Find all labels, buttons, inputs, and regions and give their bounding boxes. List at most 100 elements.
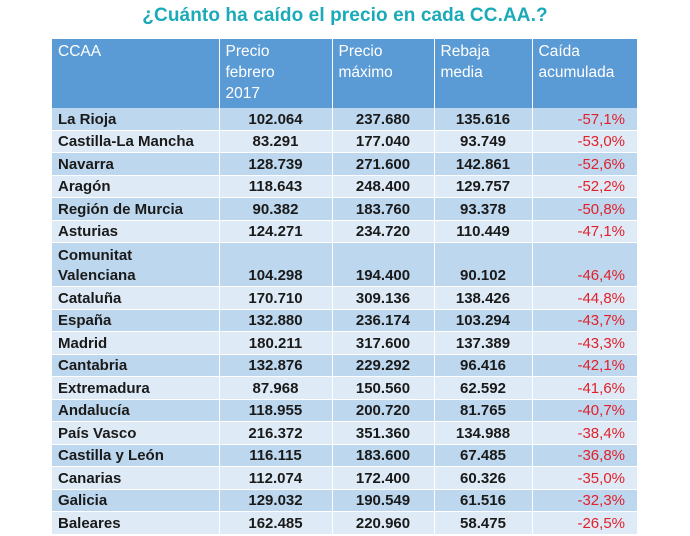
- cell-caida-acumulada: -46,4%: [532, 242, 637, 287]
- header-ccaa-l1: CCAA: [58, 43, 102, 60]
- cell-rebaja-media: 135.616: [434, 108, 533, 131]
- cell-ccaa: Navarra: [52, 152, 220, 176]
- cell-rebaja-media: 110.449: [434, 220, 533, 243]
- cell-caida-acumulada: -57,1%: [532, 108, 637, 131]
- cell-precio-maximo: 317.600: [332, 331, 435, 355]
- cell-precio-maximo: 177.040: [332, 130, 435, 153]
- cell-caida-acumulada: -38,4%: [532, 421, 637, 445]
- cell-ccaa: Asturias: [52, 220, 220, 243]
- cell-ccaa: Castilla-La Mancha: [52, 130, 220, 153]
- cell-caida-acumulada: -26,5%: [532, 511, 637, 535]
- cell-precio-febrero: 83.291: [219, 130, 333, 153]
- cell-rebaja-media: 138.426: [434, 286, 533, 310]
- cell-rebaja-media: 90.102: [434, 242, 533, 287]
- cell-precio-maximo: 194.400: [332, 242, 435, 287]
- cell-caida-acumulada: -36,8%: [532, 444, 637, 467]
- cell-ccaa: Baleares: [52, 511, 220, 535]
- table-row: La Rioja 102.064 237.680 135.616 -57,1%: [52, 108, 637, 131]
- cell-rebaja-media: 103.294: [434, 309, 533, 332]
- cell-caida-acumulada: -41,6%: [532, 376, 637, 400]
- cell-ccaa: Cataluña: [52, 286, 220, 310]
- cell-ccaa: Andalucía: [52, 399, 220, 422]
- cell-caida-acumulada: -47,1%: [532, 220, 637, 243]
- table-row: Asturias 124.271 234.720 110.449 -47,1%: [52, 220, 637, 243]
- table-row: Canarias 112.074 172.400 60.326 -35,0%: [52, 466, 637, 490]
- cell-precio-febrero: 180.211: [219, 331, 333, 355]
- cell-precio-maximo: 183.600: [332, 444, 435, 467]
- header-rebaja-media-l2: media: [440, 64, 483, 81]
- cell-rebaja-media: 137.389: [434, 331, 533, 355]
- header-precio-febrero-l1: Precio: [225, 43, 270, 60]
- table-row: Aragón 118.643 248.400 129.757 -52,2%: [52, 175, 637, 198]
- cell-ccaa: País Vasco: [52, 421, 220, 445]
- cell-precio-febrero: 116.115: [219, 444, 333, 467]
- cell-precio-maximo: 200.720: [332, 399, 435, 422]
- cell-precio-febrero: 162.485: [219, 511, 333, 535]
- cell-caida-acumulada: -42,1%: [532, 354, 637, 377]
- cell-caida-acumulada: -43,7%: [532, 309, 637, 332]
- cell-rebaja-media: 134.988: [434, 421, 533, 445]
- header-caida-acumulada-l2: acumulada: [538, 64, 615, 81]
- header-precio-maximo: Precio máximo: [332, 39, 435, 108]
- cell-ccaa: Extremadura: [52, 376, 220, 400]
- table-row: Castilla y León 116.115 183.600 67.485 -36,8…: [52, 444, 637, 467]
- price-table: CCAA Precio febrero 2017 Precio máximo R…: [52, 39, 637, 535]
- cell-rebaja-media: 62.592: [434, 376, 533, 400]
- cell-precio-febrero: 112.074: [219, 466, 333, 490]
- cell-precio-febrero: 104.298: [219, 242, 333, 287]
- cell-ccaa: España: [52, 309, 220, 332]
- cell-caida-acumulada: -52,2%: [532, 175, 637, 198]
- cell-ccaa: Cantabria: [52, 354, 220, 377]
- header-caida-acumulada-l1: Caída: [538, 43, 580, 60]
- header-precio-febrero-l3: 2017: [225, 85, 260, 102]
- cell-precio-febrero: 118.643: [219, 175, 333, 198]
- table-row: Madrid 180.211 317.600 137.389 -43,3%: [52, 331, 637, 355]
- cell-caida-acumulada: -50,8%: [532, 197, 637, 221]
- cell-precio-febrero: 102.064: [219, 108, 333, 131]
- table-row: Andalucía 118.955 200.720 81.765 -40,7%: [52, 399, 637, 422]
- cell-precio-maximo: 236.174: [332, 309, 435, 332]
- cell-rebaja-media: 96.416: [434, 354, 533, 377]
- cell-ccaa: Comunitat Valenciana: [52, 242, 220, 287]
- table-row: Cataluña 170.710 309.136 138.426 -44,8%: [52, 286, 637, 310]
- cell-precio-febrero: 132.880: [219, 309, 333, 332]
- header-rebaja-media: Rebaja media: [434, 39, 533, 108]
- cell-precio-maximo: 183.760: [332, 197, 435, 221]
- cell-precio-febrero: 87.968: [219, 376, 333, 400]
- cell-rebaja-media: 61.516: [434, 489, 533, 512]
- cell-caida-acumulada: -43,3%: [532, 331, 637, 355]
- cell-rebaja-media: 129.757: [434, 175, 533, 198]
- cell-precio-maximo: 229.292: [332, 354, 435, 377]
- cell-caida-acumulada: -40,7%: [532, 399, 637, 422]
- table-row: Baleares 162.485 220.960 58.475 -26,5%: [52, 511, 637, 535]
- cell-ccaa: Región de Murcia: [52, 197, 220, 221]
- cell-precio-febrero: 124.271: [219, 220, 333, 243]
- table-row: Cantabria 132.876 229.292 96.416 -42,1%: [52, 354, 637, 377]
- cell-ccaa: La Rioja: [52, 108, 220, 131]
- table-row: Galicia 129.032 190.549 61.516 -32,3%: [52, 489, 637, 512]
- cell-rebaja-media: 58.475: [434, 511, 533, 535]
- cell-precio-maximo: 248.400: [332, 175, 435, 198]
- cell-rebaja-media: 81.765: [434, 399, 533, 422]
- table-row: España 132.880 236.174 103.294 -43,7%: [52, 309, 637, 332]
- cell-precio-maximo: 271.600: [332, 152, 435, 176]
- cell-ccaa: Galicia: [52, 489, 220, 512]
- table-row: Comunitat Valenciana 104.298 194.400 90.102…: [52, 242, 637, 287]
- cell-caida-acumulada: -35,0%: [532, 466, 637, 490]
- table-row: Región de Murcia 90.382 183.760 93.378 -50,8…: [52, 197, 637, 221]
- cell-precio-febrero: 170.710: [219, 286, 333, 310]
- cell-rebaja-media: 93.378: [434, 197, 533, 221]
- cell-ccaa: Canarias: [52, 466, 220, 490]
- cell-rebaja-media: 142.861: [434, 152, 533, 176]
- header-rebaja-media-l1: Rebaja: [440, 43, 490, 60]
- cell-ccaa: Castilla y León: [52, 444, 220, 467]
- header-ccaa: CCAA: [52, 39, 220, 108]
- cell-precio-maximo: 234.720: [332, 220, 435, 243]
- cell-caida-acumulada: -52,6%: [532, 152, 637, 176]
- cell-rebaja-media: 60.326: [434, 466, 533, 490]
- cell-precio-febrero: 216.372: [219, 421, 333, 445]
- header-precio-febrero: Precio febrero 2017: [219, 39, 333, 108]
- cell-precio-febrero: 128.739: [219, 152, 333, 176]
- header-precio-maximo-l1: Precio: [338, 43, 383, 60]
- cell-precio-maximo: 172.400: [332, 466, 435, 490]
